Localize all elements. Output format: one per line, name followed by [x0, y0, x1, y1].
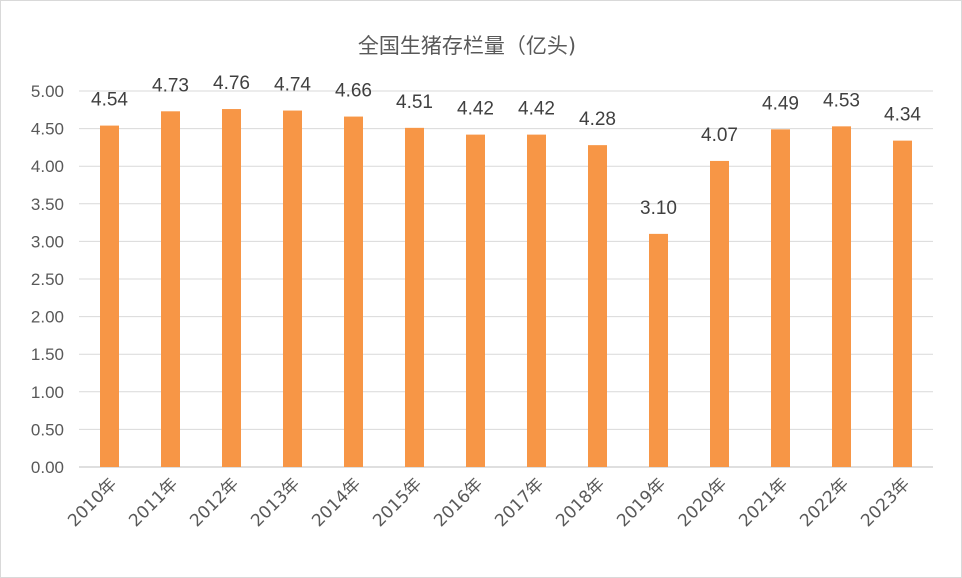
- bar: [405, 127, 424, 468]
- gridlines: [79, 90, 933, 468]
- bars: [100, 109, 912, 468]
- x-category-label: 2013年: [247, 474, 304, 531]
- x-category-label: 2021年: [735, 474, 792, 531]
- x-category-label: 2015年: [369, 474, 426, 531]
- data-label: 4.73: [152, 75, 189, 96]
- data-label: 4.07: [701, 125, 738, 146]
- y-tick-label: 4.00: [31, 157, 64, 176]
- bar: [283, 110, 302, 467]
- bar: [161, 111, 180, 467]
- data-label: 4.28: [579, 109, 616, 130]
- data-label: 4.42: [518, 99, 555, 120]
- data-label: 4.74: [274, 75, 311, 96]
- data-label: 4.54: [91, 90, 128, 111]
- y-axis-tick-labels: 0.00 0.50 1.00 1.50 2.00 2.50 3.00 3.50 4.00 4.50…: [31, 82, 64, 477]
- bar: [649, 233, 668, 467]
- x-category-label: 2012年: [186, 474, 243, 531]
- bar: [344, 116, 363, 468]
- bar: [466, 134, 485, 467]
- bar: [710, 160, 729, 467]
- y-tick-label: 4.50: [31, 120, 64, 139]
- bar: [588, 145, 607, 468]
- bar: [100, 125, 119, 467]
- y-tick-label: 1.50: [31, 345, 64, 364]
- x-category-label: 2017年: [491, 474, 548, 531]
- data-label: 4.42: [457, 99, 494, 120]
- bar: [771, 129, 790, 468]
- bar: [527, 134, 546, 467]
- data-label: 4.51: [396, 92, 433, 113]
- data-label: 4.66: [335, 81, 372, 102]
- x-category-label: 2019年: [613, 474, 670, 531]
- x-category-label: 2016年: [430, 474, 487, 531]
- x-category-label: 2018年: [552, 474, 609, 531]
- data-label: 4.49: [762, 93, 799, 114]
- y-tick-label: 3.50: [31, 195, 64, 214]
- data-labels: 4.54 4.73 4.76 4.74 4.66 4.51 4.42 4.42 4.28 3.10…: [91, 73, 921, 219]
- x-category-label: 2011年: [125, 474, 182, 531]
- x-category-label: 2023年: [857, 474, 914, 531]
- data-label: 4.76: [213, 73, 250, 94]
- bar: [893, 140, 912, 467]
- data-label: 4.53: [823, 90, 860, 111]
- data-label: 3.10: [640, 198, 677, 219]
- x-axis-category-labels: 2010年 2011年 2012年 2013年 2014年 2015年 2016年 2017年…: [64, 474, 914, 531]
- chart-title: 全国生猪存栏量（亿头): [358, 34, 576, 58]
- y-tick-label: 0.00: [31, 458, 64, 477]
- y-tick-label: 0.50: [31, 420, 64, 439]
- y-tick-label: 3.00: [31, 232, 64, 251]
- x-category-label: 2020年: [674, 474, 731, 531]
- x-category-label: 2022年: [796, 474, 853, 531]
- y-tick-label: 5.00: [31, 82, 64, 101]
- x-category-label: 2014年: [308, 474, 365, 531]
- bar: [222, 109, 241, 467]
- y-tick-label: 2.00: [31, 308, 64, 327]
- bar: [832, 126, 851, 468]
- y-tick-label: 1.00: [31, 383, 64, 402]
- data-label: 4.34: [884, 105, 921, 126]
- y-tick-label: 2.50: [31, 270, 64, 289]
- x-category-label: 2010年: [64, 474, 121, 531]
